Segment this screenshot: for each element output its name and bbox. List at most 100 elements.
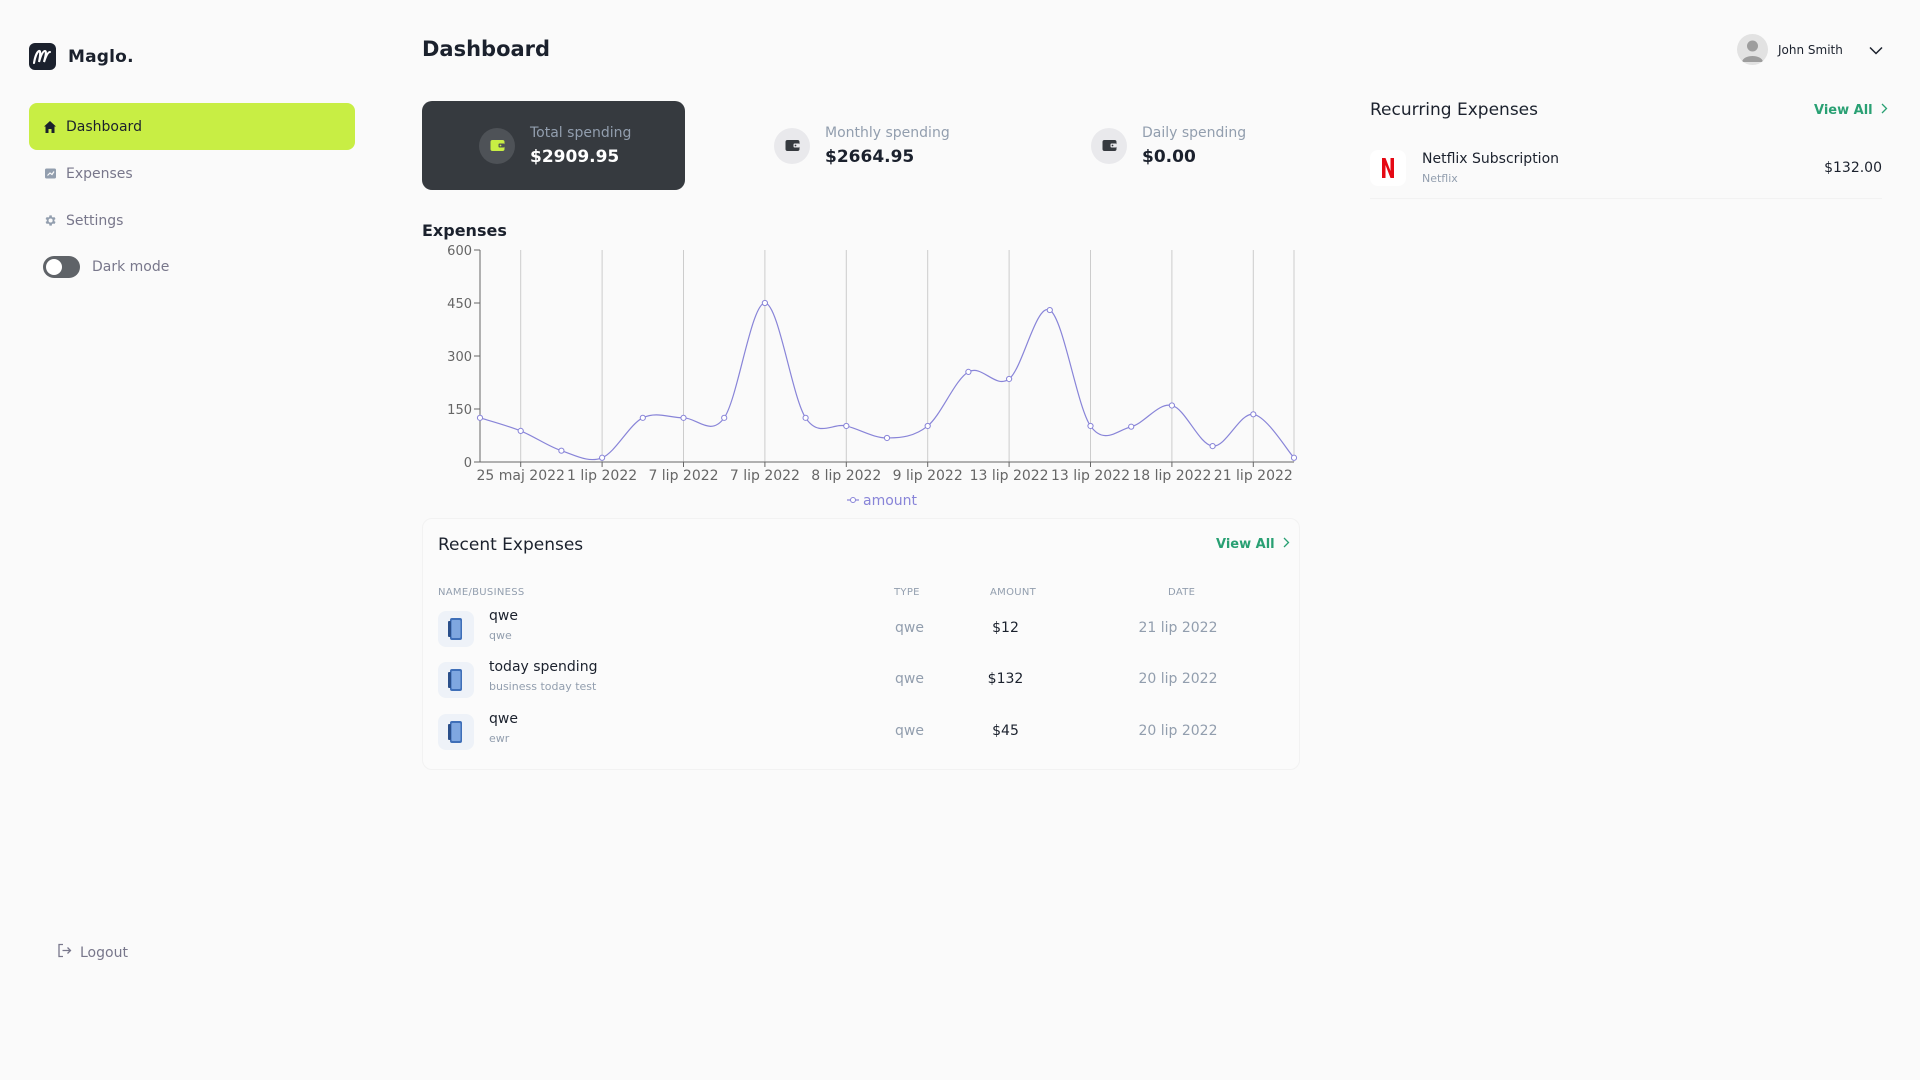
data-point <box>883 434 891 442</box>
data-point <box>1128 423 1135 430</box>
total-spending-card: Total spending $2909.95 <box>422 101 685 190</box>
row-amount: $12 <box>992 620 1019 636</box>
row-business: qwe <box>489 629 512 642</box>
page-title: Dashboard <box>422 37 551 61</box>
x-tick-label: 7 lip 2022 <box>648 468 718 484</box>
app-logo[interactable]: Maglo. <box>29 43 134 70</box>
sidebar-item-dashboard[interactable]: Dashboard <box>29 103 355 150</box>
y-tick-label: 600 <box>447 244 472 259</box>
expenses-chart: 0 150 300 450 600 25 maj 2022 1 lip 2022 7 lip … <box>447 244 1298 509</box>
data-point <box>599 454 606 461</box>
dark-mode-toggle[interactable] <box>43 256 80 278</box>
y-tick-label: 0 <box>464 456 472 471</box>
row-date: 20 lip 2022 <box>1138 723 1218 739</box>
row-type: qwe <box>895 671 924 687</box>
user-name: John Smith <box>1778 42 1843 57</box>
view-all-label: View All <box>1814 103 1873 118</box>
table-row[interactable]: qwe qwe qwe $12 21 lip 2022 <box>438 608 1278 648</box>
row-type: qwe <box>895 723 924 739</box>
recurring-item-name: Netflix Subscription <box>1422 151 1560 167</box>
data-point <box>517 427 524 435</box>
y-tick-label: 150 <box>447 403 472 418</box>
data-point <box>1046 306 1053 314</box>
x-tick-label: 13 lip 2022 <box>970 468 1049 484</box>
chevron-right-icon <box>1881 103 1888 118</box>
stat-value: $2664.95 <box>825 146 915 167</box>
sidebar-item-expenses[interactable]: Expenses <box>29 150 355 197</box>
data-point <box>639 414 646 421</box>
x-tick-label: 21 lip 2022 <box>1214 468 1293 484</box>
chart-title: Expenses <box>422 221 507 240</box>
sidebar-item-label: Settings <box>66 212 124 229</box>
stat-label: Daily spending <box>1142 124 1247 141</box>
sidebar-item-label: Dashboard <box>66 118 142 135</box>
recurring-item-amount: $132.00 <box>1824 160 1882 176</box>
x-tick-label: 9 lip 2022 <box>893 468 963 484</box>
data-point <box>1006 375 1013 383</box>
chevron-down-icon[interactable] <box>1869 40 1883 59</box>
sidebar: Maglo. Dashboard Expenses Settings Dark … <box>0 0 380 1080</box>
recent-expenses-title: Recent Expenses <box>438 535 584 555</box>
stat-label: Monthly spending <box>825 124 950 141</box>
recurring-expenses-title: Recurring Expenses <box>1370 100 1538 120</box>
wallet-icon <box>479 127 515 164</box>
legend-marker <box>850 497 856 503</box>
monthly-spending-card: Monthly spending $2664.95 <box>774 101 950 190</box>
logout-icon <box>57 943 72 962</box>
expenses-icon <box>43 167 57 181</box>
sidebar-item-settings[interactable]: Settings <box>29 197 355 244</box>
column-header-name: NAME/BUSINESS <box>438 587 525 598</box>
daily-spending-card: Daily spending $0.00 <box>1091 101 1246 190</box>
dark-mode-label: Dark mode <box>92 259 170 275</box>
data-point <box>721 414 728 421</box>
x-tick-label: 8 lip 2022 <box>811 468 881 484</box>
data-point <box>476 414 484 421</box>
data-point <box>680 414 687 421</box>
x-tick-label: 18 lip 2022 <box>1132 468 1211 484</box>
data-point <box>843 422 850 430</box>
data-point <box>1087 422 1094 430</box>
table-row[interactable]: qwe ewr qwe $45 20 lip 2022 <box>438 711 1278 751</box>
column-header-type: TYPE <box>894 587 920 598</box>
data-point <box>802 414 809 421</box>
user-menu[interactable]: John Smith <box>1737 34 1883 65</box>
item-thumbnail-icon <box>438 714 474 750</box>
data-point <box>558 447 565 454</box>
wallet-icon <box>1091 127 1127 164</box>
chevron-right-icon <box>1283 537 1290 552</box>
logout-label: Logout <box>80 944 128 961</box>
logo-mark-icon <box>29 43 56 70</box>
toggle-knob <box>46 259 62 275</box>
row-date: 21 lip 2022 <box>1138 620 1218 636</box>
data-point <box>924 422 931 430</box>
y-tick-label: 450 <box>447 297 472 312</box>
home-icon <box>43 120 57 134</box>
item-thumbnail-icon <box>438 611 474 647</box>
table-row[interactable]: today spending business today test qwe $… <box>438 659 1278 699</box>
y-tick-label: 300 <box>447 350 472 365</box>
app-name: Maglo. <box>68 46 134 67</box>
dark-mode-row: Dark mode <box>43 256 169 278</box>
recurring-view-all-link[interactable]: View All <box>1814 103 1888 118</box>
row-business: business today test <box>489 680 597 693</box>
recent-view-all-link[interactable]: View All <box>1216 537 1290 552</box>
row-name: qwe <box>489 711 518 727</box>
data-point <box>965 368 972 375</box>
x-tick-label: 25 maj 2022 <box>476 468 564 484</box>
legend-label: amount <box>863 493 918 509</box>
column-header-date: DATE <box>1168 587 1196 598</box>
logout-button[interactable]: Logout <box>57 943 128 962</box>
recurring-item[interactable]: Netflix Subscription Netflix $132.00 <box>1370 144 1882 199</box>
row-type: qwe <box>895 620 924 636</box>
row-amount: $132 <box>987 671 1024 687</box>
netflix-logo-icon <box>1370 150 1406 186</box>
sidebar-nav: Dashboard Expenses Settings <box>29 103 355 244</box>
recurring-item-provider: Netflix <box>1422 172 1458 185</box>
data-point <box>1168 402 1176 409</box>
row-amount: $45 <box>992 723 1019 739</box>
stat-value: $0.00 <box>1142 146 1196 167</box>
x-tick-label: 7 lip 2022 <box>730 468 800 484</box>
row-business: ewr <box>489 732 510 745</box>
recent-expenses-panel: Recent Expenses View All NAME/BUSINESS T… <box>422 518 1300 770</box>
stat-value: $2909.95 <box>530 146 620 167</box>
